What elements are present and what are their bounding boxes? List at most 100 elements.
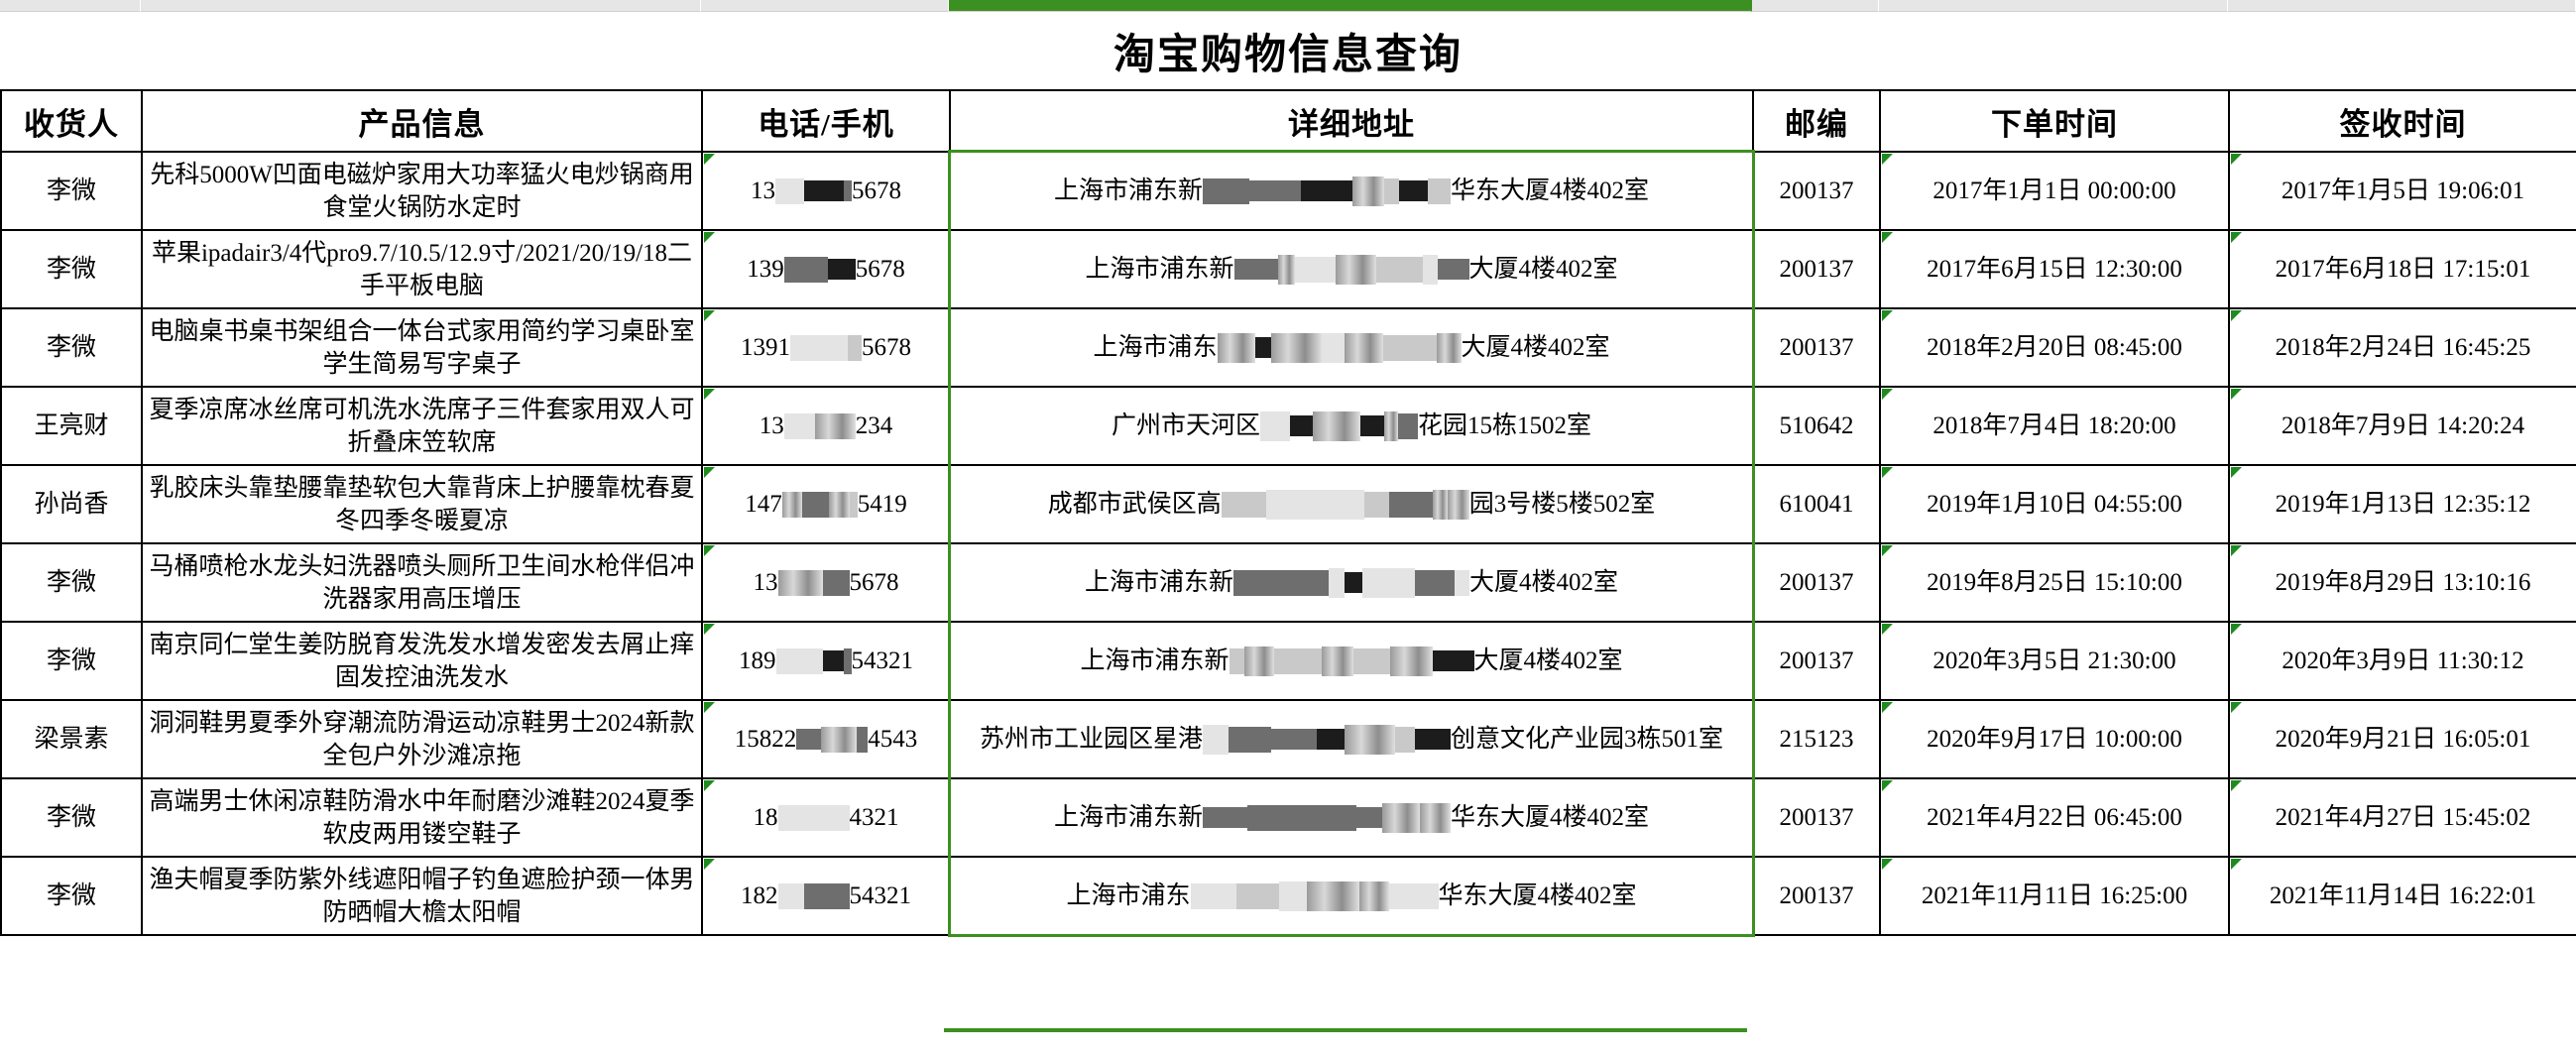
cell-address[interactable]: 上海市浦东 华东大厦4楼402室 [949,856,1754,936]
cell-postcode[interactable]: 200137 [1752,229,1881,309]
postcode-text: 200137 [1779,334,1854,361]
cell-sign-time[interactable]: 2020年9月21日 16:05:01 [2228,699,2576,779]
cell-sign-time[interactable]: 2018年7月9日 14:20:24 [2228,386,2576,466]
cell-recipient[interactable]: 孙尚香 [0,464,143,544]
table-row[interactable]: 李微 电脑桌书桌书架组合一体台式家用简约学习桌卧室学生简易写字桌子 1391 5678… [0,307,2576,388]
header-address[interactable]: 详细地址 [949,89,1754,153]
cell-order-time[interactable]: 2019年1月10日 04:55:00 [1879,464,2230,544]
cell-phone[interactable]: 1391 5678 [701,307,951,388]
cell-sign-time[interactable]: 2018年2月24日 16:45:25 [2228,307,2576,388]
cell-order-time[interactable]: 2021年11月11日 16:25:00 [1879,856,2230,936]
cell-phone[interactable]: 139 5678 [701,229,951,309]
cell-postcode[interactable]: 200137 [1752,151,1881,231]
cell-recipient[interactable]: 李微 [0,307,143,388]
table-row[interactable]: 李微 苹果ipadair3/4代pro9.7/10.5/12.9寸/2021/20… [0,229,2576,309]
cell-product[interactable]: 电脑桌书桌书架组合一体台式家用简约学习桌卧室学生简易写字桌子 [141,307,703,388]
column-header-col-b[interactable] [141,0,701,12]
cell-recipient[interactable]: 李微 [0,542,143,623]
cell-postcode[interactable]: 200137 [1752,307,1881,388]
cell-postcode[interactable]: 215123 [1752,699,1881,779]
cell-product[interactable]: 夏季凉席冰丝席可机洗水洗席子三件套家用双人可折叠床笠软席 [141,386,703,466]
cell-recipient[interactable]: 李微 [0,777,143,858]
cell-address[interactable]: 上海市浦东新 大厦4楼402室 [949,229,1754,309]
cell-sign-time[interactable]: 2019年1月13日 12:35:12 [2228,464,2576,544]
cell-phone[interactable]: 13 5678 [701,151,951,231]
cell-order-time[interactable]: 2017年6月15日 12:30:00 [1879,229,2230,309]
column-header-col-g[interactable] [2228,0,2576,12]
cell-product[interactable]: 高端男士休闲凉鞋防滑水中年耐磨沙滩鞋2024夏季软皮两用镂空鞋子 [141,777,703,858]
cell-phone[interactable]: 18 4321 [701,777,951,858]
table-row[interactable]: 孙尚香 乳胶床头靠垫腰靠垫软包大靠背床上护腰靠枕春夏冬四季冬暖夏凉 147 5419 成… [0,464,2576,544]
cell-address[interactable]: 上海市浦东新 华东大厦4楼402室 [949,151,1754,231]
table-row[interactable]: 李微 南京同仁堂生姜防脱育发洗发水增发密发去屑止痒固发控油洗发水 189 54321 上… [0,621,2576,701]
redaction-block [1343,804,1356,831]
cell-sign-time[interactable]: 2017年6月18日 17:15:01 [2228,229,2576,309]
cell-phone[interactable]: 182 54321 [701,856,951,936]
table-row[interactable]: 李微 先科5000W凹面电磁炉家用大功率猛火电炒锅商用食堂火锅防水定时 13 5678… [0,151,2576,231]
cell-address[interactable]: 成都市武侯区高 园3号楼5楼502室 [949,464,1754,544]
cell-product[interactable]: 苹果ipadair3/4代pro9.7/10.5/12.9寸/2021/20/1… [141,229,703,309]
cell-product[interactable]: 马桶喷枪水龙头妇洗器喷头厕所卫生间水枪伴侣冲洗器家用高压增压 [141,542,703,623]
table-row[interactable]: 李微 马桶喷枪水龙头妇洗器喷头厕所卫生间水枪伴侣冲洗器家用高压增压 13 5678 上海… [0,542,2576,623]
cell-address[interactable]: 上海市浦东新 大厦4楼402室 [949,621,1754,701]
column-header-col-f[interactable] [1879,0,2228,12]
cell-recipient[interactable]: 王亮财 [0,386,143,466]
table-body: 李微 先科5000W凹面电磁炉家用大功率猛火电炒锅商用食堂火锅防水定时 13 5678… [0,151,2576,936]
cell-phone[interactable]: 13 234 [701,386,951,466]
column-header-col-d[interactable] [949,0,1752,12]
cell-product[interactable]: 乳胶床头靠垫腰靠垫软包大靠背床上护腰靠枕春夏冬四季冬暖夏凉 [141,464,703,544]
table-row[interactable]: 王亮财 夏季凉席冰丝席可机洗水洗席子三件套家用双人可折叠床笠软席 13 234 广州市天… [0,386,2576,466]
cell-postcode[interactable]: 610041 [1752,464,1881,544]
header-postcode[interactable]: 邮编 [1752,89,1881,153]
cell-sign-time[interactable]: 2021年11月14日 16:22:01 [2228,856,2576,936]
cell-product[interactable]: 渔夫帽夏季防紫外线遮阳帽子钓鱼遮脸护颈一体男防晒帽大檐太阳帽 [141,856,703,936]
cell-address[interactable]: 上海市浦东新 大厦4楼402室 [949,542,1754,623]
cell-order-time[interactable]: 2019年8月25日 15:10:00 [1879,542,2230,623]
cell-phone[interactable]: 189 54321 [701,621,951,701]
column-header-col-a[interactable] [0,0,141,12]
table-row[interactable]: 梁景素 洞洞鞋男夏季外穿潮流防滑运动凉鞋男士2024新款全包户外沙滩凉拖 15822… [0,699,2576,779]
cell-postcode[interactable]: 200137 [1752,856,1881,936]
cell-phone[interactable]: 13 5678 [701,542,951,623]
cell-product[interactable]: 洞洞鞋男夏季外穿潮流防滑运动凉鞋男士2024新款全包户外沙滩凉拖 [141,699,703,779]
cell-address[interactable]: 上海市浦东新 华东大厦4楼402室 [949,777,1754,858]
cell-order-time[interactable]: 2020年3月5日 21:30:00 [1879,621,2230,701]
table-row[interactable]: 李微 渔夫帽夏季防紫外线遮阳帽子钓鱼遮脸护颈一体男防晒帽大檐太阳帽 182 54321… [0,856,2576,936]
table-row[interactable]: 李微 高端男士休闲凉鞋防滑水中年耐磨沙滩鞋2024夏季软皮两用镂空鞋子 18 4321… [0,777,2576,858]
cell-recipient[interactable]: 李微 [0,229,143,309]
cell-recipient[interactable]: 梁景素 [0,699,143,779]
cell-order-time[interactable]: 2020年9月17日 10:00:00 [1879,699,2230,779]
cell-order-time[interactable]: 2018年7月4日 18:20:00 [1879,386,2230,466]
header-phone[interactable]: 电话/手机 [701,89,951,153]
cell-postcode[interactable]: 200137 [1752,777,1881,858]
cell-postcode[interactable]: 510642 [1752,386,1881,466]
column-header-col-e[interactable] [1752,0,1879,12]
column-header-col-c[interactable] [701,0,949,12]
header-product[interactable]: 产品信息 [141,89,703,153]
cell-recipient[interactable]: 李微 [0,856,143,936]
redaction-block [1203,807,1247,828]
cell-order-time[interactable]: 2017年1月1日 00:00:00 [1879,151,2230,231]
cell-sign-time[interactable]: 2021年4月27日 15:45:02 [2228,777,2576,858]
cell-address[interactable]: 广州市天河区 花园15栋1502室 [949,386,1754,466]
cell-postcode[interactable]: 200137 [1752,621,1881,701]
cell-product[interactable]: 南京同仁堂生姜防脱育发洗发水增发密发去屑止痒固发控油洗发水 [141,621,703,701]
header-recipient[interactable]: 收货人 [0,89,143,153]
table-header-row: 收货人 产品信息 电话/手机 详细地址 邮编 下单时间 签收时间 [0,89,2576,153]
column-header-strip[interactable] [0,0,2576,12]
cell-phone[interactable]: 147 5419 [701,464,951,544]
cell-phone[interactable]: 15822 4543 [701,699,951,779]
cell-sign-time[interactable]: 2020年3月9日 11:30:12 [2228,621,2576,701]
cell-address[interactable]: 上海市浦东 大厦4楼402室 [949,307,1754,388]
cell-sign-time[interactable]: 2019年8月29日 13:10:16 [2228,542,2576,623]
header-sign-time[interactable]: 签收时间 [2228,89,2576,153]
cell-product[interactable]: 先科5000W凹面电磁炉家用大功率猛火电炒锅商用食堂火锅防水定时 [141,151,703,231]
cell-postcode[interactable]: 200137 [1752,542,1881,623]
cell-order-time[interactable]: 2018年2月20日 08:45:00 [1879,307,2230,388]
cell-order-time[interactable]: 2021年4月22日 06:45:00 [1879,777,2230,858]
cell-sign-time[interactable]: 2017年1月5日 19:06:01 [2228,151,2576,231]
cell-recipient[interactable]: 李微 [0,151,143,231]
cell-address[interactable]: 苏州市工业园区星港 创意文化产业园3栋501室 [949,699,1754,779]
cell-recipient[interactable]: 李微 [0,621,143,701]
header-order-time[interactable]: 下单时间 [1879,89,2230,153]
